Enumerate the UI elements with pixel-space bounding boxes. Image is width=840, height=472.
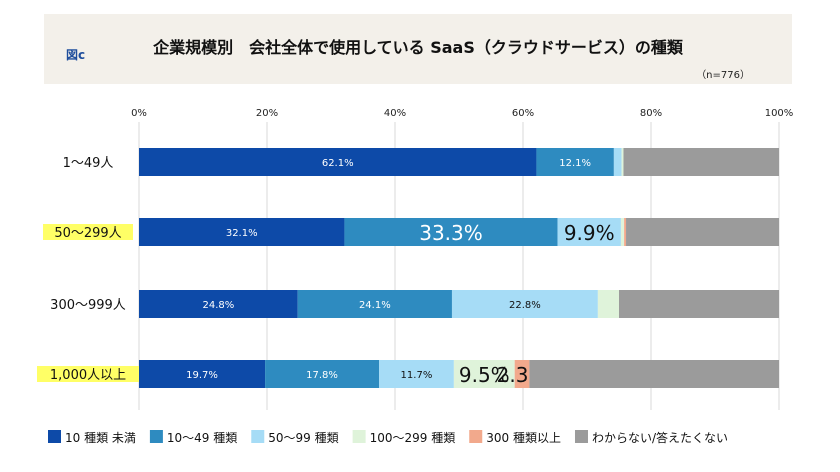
data-label: 33.3% (419, 221, 483, 245)
bar-segment (139, 218, 345, 246)
bar-segment (623, 148, 779, 176)
category-highlight (37, 366, 139, 382)
data-label: 24.1% (359, 300, 391, 311)
bar-segment (621, 148, 624, 176)
legend-label: 300 種類以上 (486, 431, 561, 445)
legend-swatch (251, 430, 265, 443)
bar-segment (557, 218, 621, 246)
bar-segment (536, 148, 614, 176)
legend-label: 50～99 種類 (268, 431, 338, 445)
bar-segment (344, 218, 558, 246)
bar-segment (626, 218, 779, 246)
bar-segment (624, 218, 627, 246)
data-label: 12.1% (559, 158, 591, 169)
x-tick-label: 40% (384, 108, 406, 119)
legend-swatch (149, 430, 163, 443)
chart-title: 企業規模別 会社全体で使用している SaaS（クラウドサービス）の種類 (153, 38, 683, 57)
category-label: 300～999人 (50, 298, 126, 313)
x-tick-label: 100% (765, 108, 794, 119)
x-tick-label: 0% (131, 108, 147, 119)
category-label: 1,000人以上 (50, 368, 126, 383)
bar-segment (619, 290, 779, 318)
bar-segment (139, 290, 298, 318)
bar-segment (139, 360, 266, 388)
category-highlight (43, 224, 133, 240)
bar-segment (514, 360, 530, 388)
legend-label: 10 種類 未満 (65, 431, 136, 445)
x-tick-label: 20% (256, 108, 278, 119)
legend-label: わからない/答えたくない (592, 430, 728, 445)
x-tick-label: 80% (640, 108, 662, 119)
data-label: 22.8% (509, 300, 541, 311)
figure-label: 図c (66, 48, 86, 62)
category-label: 50～299人 (54, 226, 121, 241)
data-label: 9.9% (564, 221, 615, 245)
data-label: 19.7% (186, 370, 218, 381)
bar-segment (139, 148, 537, 176)
data-label: 62.1% (322, 158, 354, 169)
data-label: 11.7% (401, 370, 433, 381)
data-label: 32.1% (226, 228, 258, 239)
legend-label: 100～299 種類 (370, 431, 456, 445)
chart-header: 図c 企業規模別 会社全体で使用している SaaS（クラウドサービス）の種類 （… (44, 14, 792, 84)
data-label: 9.5% (459, 363, 510, 387)
legend-swatch (352, 430, 366, 443)
data-label: 17.8% (306, 370, 338, 381)
category-label: 1～49人 (63, 156, 114, 171)
bar-segment (265, 360, 379, 388)
legend-label: 10～49 種類 (167, 431, 237, 445)
bar-segment (297, 290, 452, 318)
bar-segment (379, 360, 454, 388)
bar-segment (620, 218, 625, 246)
x-tick-label: 60% (512, 108, 534, 119)
bar-segment (597, 290, 619, 318)
bar-segment (451, 290, 598, 318)
bar-segment (453, 360, 515, 388)
legend-swatch (48, 430, 61, 443)
bar-segment (529, 360, 779, 388)
legend-swatch (469, 430, 483, 443)
data-label: 24.8% (202, 300, 234, 311)
bar-segment (613, 148, 622, 176)
legend-swatch (574, 430, 588, 443)
sample-size: （n=776） (696, 70, 750, 81)
